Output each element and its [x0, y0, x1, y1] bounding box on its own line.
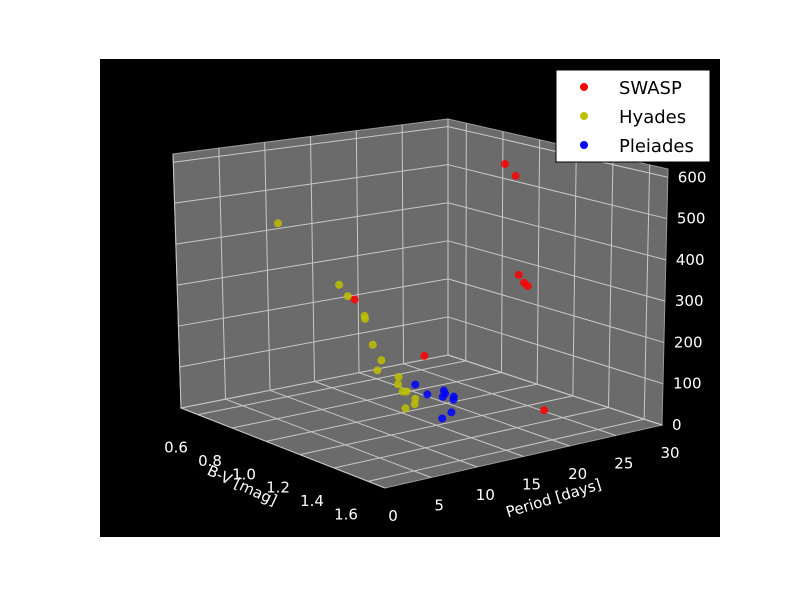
- grid-line-y-left: [264, 142, 271, 391]
- grid-line-z-left: [180, 354, 449, 409]
- x-tick-label: 1.6: [334, 505, 358, 523]
- grid-line-x-back: [536, 139, 541, 385]
- z-tick-label: 600: [678, 168, 707, 186]
- grid-line-z-back: [447, 202, 666, 261]
- grid-line-y: [269, 389, 478, 468]
- y-tick-label: 10: [476, 486, 495, 504]
- grid-line-y-left: [172, 153, 182, 409]
- data-point-pleiades: [449, 392, 458, 401]
- data-point-swasp: [420, 351, 429, 360]
- data-point-hyades: [360, 311, 369, 320]
- grid-line-z-left: [177, 240, 449, 286]
- data-point-swasp: [514, 270, 523, 279]
- data-point-hyades: [398, 387, 407, 396]
- legend-label-pleiades: Pleiades: [619, 136, 694, 157]
- data-point-pleiades: [438, 392, 447, 401]
- data-point-swasp: [540, 406, 549, 415]
- grid-line-z-left: [178, 278, 449, 327]
- z-tick-label: 400: [676, 251, 705, 269]
- grid-line-y: [225, 398, 432, 478]
- grid-line-y: [403, 363, 616, 436]
- z-tick-label: 0: [672, 416, 682, 434]
- grid-line-y: [180, 407, 386, 489]
- grid-line-z-left: [173, 126, 449, 163]
- data-point-pleiades: [438, 414, 447, 423]
- grid-line-z-left: [174, 164, 449, 204]
- data-point-hyades: [377, 356, 386, 365]
- legend-label-hyades: Hyades: [619, 107, 686, 128]
- y-tick-label: 5: [434, 497, 444, 515]
- legend-marker-hyades: [580, 112, 588, 120]
- data-point-pleiades: [411, 380, 420, 389]
- grid-line-x-back: [643, 164, 651, 420]
- x-tick-label: 1.2: [266, 479, 290, 497]
- grid-line-x-back: [572, 148, 577, 396]
- grid-line-x-back: [501, 131, 504, 373]
- data-point-hyades: [394, 380, 403, 389]
- y-tick-label: 20: [568, 465, 587, 483]
- y-tick-label: 25: [614, 455, 633, 473]
- data-point-pleiades: [447, 408, 456, 417]
- data-point-hyades: [274, 219, 283, 228]
- grid-line-z-back: [447, 316, 664, 385]
- legend: SWASP Hyades Pleiades: [555, 69, 711, 163]
- grid-line-z-back: [447, 278, 665, 343]
- data-point-hyades: [373, 366, 382, 375]
- y-tick-label: 0: [388, 507, 398, 525]
- grid-line-x-back: [608, 156, 614, 408]
- grid-line-z-back: [447, 240, 666, 302]
- y-tick-label: 15: [522, 476, 541, 494]
- data-point-hyades: [401, 404, 410, 413]
- grid-line-y-left: [355, 130, 360, 373]
- data-point-hyades: [335, 280, 344, 289]
- x-tick-label: 1.4: [300, 492, 324, 510]
- data-points: [274, 160, 549, 423]
- x-tick-label: 0.8: [198, 452, 222, 470]
- grid-line-z-left: [179, 316, 449, 368]
- grid-line-z-back: [447, 164, 667, 220]
- data-point-hyades: [368, 340, 377, 349]
- y-tick-label: 30: [660, 444, 679, 462]
- grid-line-y-left: [401, 124, 404, 364]
- grid-line-z-left: [175, 202, 449, 245]
- grid-line-x-back: [465, 123, 467, 361]
- data-point-swasp: [350, 295, 359, 304]
- data-point-hyades: [410, 400, 419, 409]
- z-tick-label: 100: [673, 375, 702, 393]
- grid-lines: [172, 119, 668, 489]
- data-point-swasp: [511, 171, 520, 180]
- grid-line-y-left: [218, 148, 226, 400]
- grid-line-z-back: [447, 354, 663, 426]
- x-tick-label: 0.6: [164, 439, 188, 457]
- z-tick-label: 200: [674, 333, 703, 351]
- data-point-hyades: [394, 372, 403, 381]
- legend-marker-swasp: [580, 83, 588, 91]
- data-point-hyades: [343, 292, 352, 301]
- data-point-pleiades: [423, 390, 432, 399]
- data-point-swasp: [523, 281, 532, 290]
- grid-line-y-left: [310, 136, 315, 382]
- z-tick-label: 300: [675, 292, 704, 310]
- tick-labels: 0.60.81.01.21.41.6 0510152025300100200300…: [164, 168, 706, 525]
- data-point-swasp: [500, 160, 509, 169]
- data-point-pleiades: [439, 386, 448, 395]
- x-tick-label: 1.0: [232, 465, 256, 483]
- grid-line-y: [314, 381, 524, 457]
- legend-marker-pleiades: [580, 141, 588, 149]
- z-tick-label: 500: [677, 210, 706, 228]
- legend-label-swasp: SWASP: [619, 78, 682, 99]
